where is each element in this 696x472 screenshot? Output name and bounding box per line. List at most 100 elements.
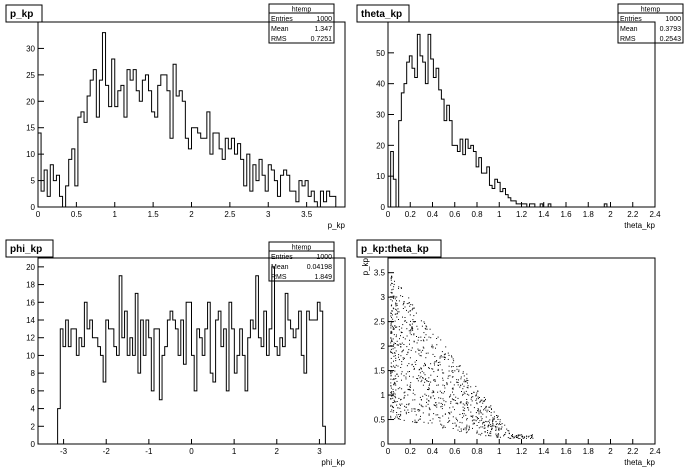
- scatter-point: [497, 433, 499, 435]
- scatter-point: [434, 398, 436, 400]
- scatter-point: [399, 419, 401, 420]
- scatter-point: [424, 336, 426, 338]
- scatter-point: [433, 371, 435, 373]
- scatter-point: [390, 325, 392, 327]
- scatter-point: [522, 438, 524, 439]
- scatter-point: [412, 329, 414, 331]
- scatter-point: [427, 400, 429, 402]
- x-tick-label: 0: [189, 447, 194, 456]
- scatter-point: [477, 390, 478, 392]
- scatter-point: [411, 323, 413, 325]
- scatter-point: [472, 423, 474, 425]
- scatter-point: [429, 383, 430, 385]
- scatter-point: [503, 434, 505, 436]
- y-tick-label: 30: [26, 44, 35, 53]
- scatter-point: [406, 354, 408, 355]
- scatter-point: [434, 379, 436, 381]
- scatter-point: [390, 320, 392, 322]
- plot-area: 0 0.2 0.4 0.6 0.8 1 1.2 1.4 1.6 1.8 2 2.2 2.4 0 10 20 30…: [376, 21, 661, 230]
- scatter-point: [422, 339, 424, 341]
- stats-rms-value: 1.849: [314, 274, 332, 281]
- stats-rms-value: 0.7251: [311, 36, 333, 43]
- scatter-point: [439, 420, 441, 422]
- scatter-point: [390, 362, 392, 364]
- scatter-point: [424, 364, 426, 365]
- scatter-point: [439, 390, 441, 392]
- scatter-point: [406, 328, 408, 330]
- scatter-point: [479, 409, 481, 411]
- scatter-point: [396, 416, 398, 418]
- scatter-point: [410, 320, 411, 322]
- scatter-point: [479, 411, 481, 413]
- scatter-point: [442, 427, 444, 429]
- scatter-point: [444, 404, 446, 406]
- pad-title: theta_kp: [361, 9, 402, 20]
- scatter-point: [409, 339, 410, 341]
- scatter-point: [493, 418, 495, 420]
- scatter-point: [428, 414, 430, 416]
- scatter-point: [465, 414, 467, 416]
- stats-rms-label: RMS: [271, 36, 287, 43]
- scatter-point: [419, 368, 421, 370]
- scatter-point: [394, 280, 395, 282]
- scatter-point: [444, 413, 446, 415]
- scatter-point: [400, 343, 402, 345]
- scatter-point: [482, 413, 484, 415]
- scatter-point: [409, 375, 410, 377]
- pad-theta-kp: theta_kp htemp Entries 1000 Mean 0.3793 …: [356, 3, 684, 230]
- scatter-point: [478, 422, 480, 423]
- scatter-point: [392, 393, 394, 395]
- scatter-point: [395, 389, 397, 391]
- scatter-point: [408, 412, 410, 413]
- scatter-point: [403, 302, 404, 304]
- scatter-point: [514, 435, 516, 437]
- scatter-point: [452, 388, 454, 390]
- y-tick-label: 10: [26, 150, 35, 159]
- scatter-point: [407, 409, 409, 411]
- scatter-point: [391, 332, 393, 334]
- scatter-point: [391, 300, 393, 302]
- scatter-point: [452, 399, 454, 401]
- scatter-point: [458, 365, 460, 367]
- scatter-point: [391, 289, 393, 291]
- scatter-point: [445, 401, 447, 403]
- scatter-point: [434, 381, 436, 382]
- scatter-point: [406, 365, 408, 367]
- scatter-point: [406, 309, 407, 311]
- scatter-point: [471, 420, 473, 422]
- x-tick-label: 1.6: [560, 447, 572, 456]
- scatter-point: [466, 427, 468, 429]
- x-tick-label: 1: [497, 210, 502, 219]
- x-tick-label: 2: [275, 447, 280, 456]
- scatter-point: [453, 384, 455, 386]
- scatter-point: [443, 425, 445, 427]
- scatter-point: [404, 320, 406, 322]
- stats-mean-label: Mean: [271, 264, 289, 271]
- scatter-point: [452, 366, 454, 367]
- scatter-point: [440, 339, 442, 341]
- scatter-point: [412, 328, 414, 329]
- scatter-point: [425, 334, 427, 336]
- scatter-point: [402, 350, 404, 352]
- scatter-point: [390, 284, 392, 286]
- scatter-point: [394, 352, 396, 354]
- scatter-point: [439, 417, 441, 419]
- scatter-point: [427, 352, 429, 354]
- scatter-point: [422, 395, 424, 397]
- scatter-point: [493, 418, 495, 420]
- scatter-point: [463, 428, 465, 430]
- scatter-point: [451, 398, 453, 400]
- scatter-point: [466, 379, 468, 381]
- scatter-point: [496, 435, 498, 437]
- scatter-point: [414, 419, 416, 421]
- scatter-point: [407, 388, 409, 390]
- scatter-point: [392, 295, 394, 297]
- scatter-point: [450, 394, 452, 396]
- scatter-point: [411, 364, 413, 366]
- scatter-point: [413, 307, 415, 309]
- scatter-point: [400, 367, 402, 368]
- scatter-point: [411, 309, 413, 311]
- scatter-point: [390, 385, 392, 387]
- scatter-point: [475, 385, 477, 387]
- scatter-point: [476, 402, 478, 404]
